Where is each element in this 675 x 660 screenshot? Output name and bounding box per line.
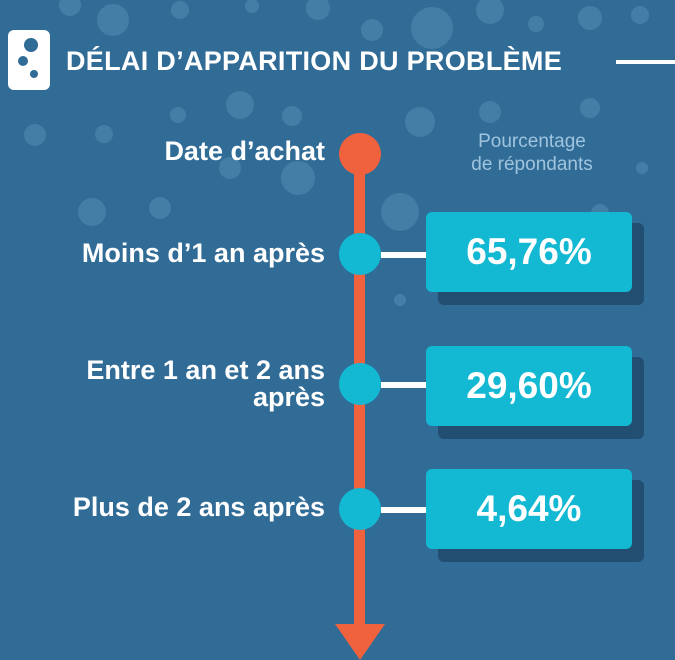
percentage-card: 65,76% bbox=[426, 212, 632, 292]
percentage-card: 29,60% bbox=[426, 346, 632, 426]
header: DÉLAI D’APPARITION DU PROBLÈME bbox=[0, 30, 675, 94]
timeline-node bbox=[339, 488, 381, 530]
timeline-item-label: Moins d’1 an après bbox=[81, 238, 325, 268]
timeline-start-dot bbox=[339, 133, 381, 175]
timeline-arrow-icon bbox=[335, 624, 385, 660]
connector-line bbox=[381, 252, 429, 258]
percentage-value: 65,76% bbox=[466, 231, 592, 272]
start-label: Date d’achat bbox=[164, 136, 325, 166]
dice-icon bbox=[8, 30, 50, 90]
timeline-item-label: Plus de 2 ans après bbox=[72, 492, 325, 522]
timeline-item-label-line2: après bbox=[252, 382, 325, 412]
column-caption-line1: Pourcentage bbox=[478, 131, 586, 152]
connector-line bbox=[381, 382, 429, 388]
title-divider bbox=[616, 60, 675, 64]
timeline-item-label: Entre 1 an et 2 ans après bbox=[86, 357, 325, 411]
percentage-value: 29,60% bbox=[466, 365, 592, 406]
timeline-node bbox=[339, 363, 381, 405]
percentage-value: 4,64% bbox=[476, 488, 582, 529]
column-caption: Pourcentage de répondants bbox=[452, 130, 612, 176]
percentage-card: 4,64% bbox=[426, 469, 632, 549]
timeline-node bbox=[339, 233, 381, 275]
timeline-item-label-line1: Entre 1 an et 2 ans bbox=[86, 355, 325, 385]
connector-line bbox=[381, 507, 429, 513]
column-caption-line2: de répondants bbox=[471, 154, 593, 175]
page-title: DÉLAI D’APPARITION DU PROBLÈME bbox=[66, 46, 563, 76]
